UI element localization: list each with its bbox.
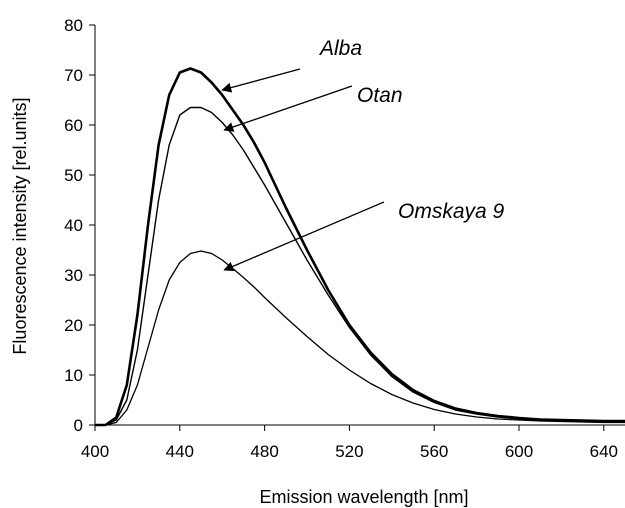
x-tick-label: 400	[81, 442, 109, 461]
series-line-alba	[95, 67, 625, 427]
y-tick-label: 10	[64, 366, 83, 385]
x-tick-label: 560	[420, 442, 448, 461]
x-tick-label: 440	[166, 442, 194, 461]
x-tick-label: 480	[250, 442, 278, 461]
y-tick-label: 0	[74, 416, 83, 435]
axes: 0 10 20 30 40 50 60 70 80 400 440 480 520 560 600 640	[64, 16, 625, 461]
x-tick-label: 520	[335, 442, 363, 461]
annotation-label-omskaya-9: Omskaya 9	[398, 200, 505, 223]
annotation-arrow-alba	[221, 68, 301, 93]
annotation-arrow-omskaya-9	[223, 201, 385, 272]
annotation-label-alba: Alba	[318, 37, 362, 60]
y-axis-title: Fluorescence intensity [rel.units]	[10, 97, 30, 354]
series-line-omskaya-9	[95, 250, 625, 426]
y-tick-label: 80	[64, 16, 83, 35]
y-tick-label: 70	[64, 66, 83, 85]
x-tick-label: 600	[505, 442, 533, 461]
y-tick-label: 50	[64, 166, 83, 185]
annotation-label-otan: Otan	[357, 84, 403, 107]
annotation-arrow-otan	[223, 85, 353, 132]
y-tick-label: 40	[64, 216, 83, 235]
y-tick-label: 20	[64, 316, 83, 335]
y-tick-label: 60	[64, 116, 83, 135]
x-tick-label: 640	[590, 442, 618, 461]
y-tick-label: 30	[64, 266, 83, 285]
series-layer	[95, 67, 625, 427]
annotation-layer: Alba Otan Omskaya 9	[221, 37, 505, 272]
series-line-otan	[95, 106, 625, 426]
x-axis-title: Emission wavelength [nm]	[259, 487, 468, 507]
